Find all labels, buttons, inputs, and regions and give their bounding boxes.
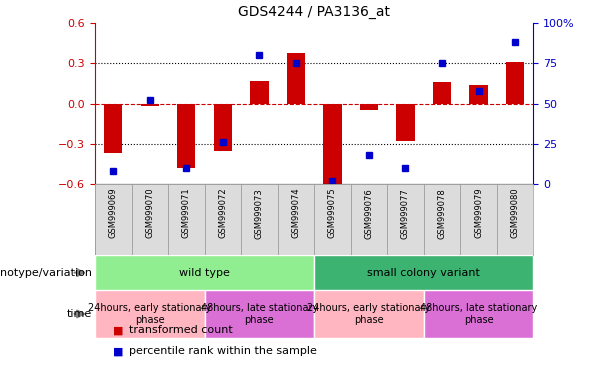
Bar xyxy=(95,290,205,338)
Bar xyxy=(360,104,378,111)
Bar xyxy=(387,184,424,255)
Text: 48hours, late stationary
phase: 48hours, late stationary phase xyxy=(420,303,537,325)
Title: GDS4244 / PA3136_at: GDS4244 / PA3136_at xyxy=(238,5,390,19)
Bar xyxy=(95,255,314,290)
Bar xyxy=(140,104,159,106)
Bar xyxy=(424,184,460,255)
Bar xyxy=(132,184,168,255)
Text: GSM999076: GSM999076 xyxy=(365,188,373,238)
Text: GSM999069: GSM999069 xyxy=(109,188,118,238)
Bar xyxy=(205,290,314,338)
Bar xyxy=(470,85,488,104)
Text: percentile rank within the sample: percentile rank within the sample xyxy=(129,346,316,356)
Bar xyxy=(506,62,524,104)
Bar xyxy=(314,184,351,255)
Bar xyxy=(214,104,232,151)
Text: ■: ■ xyxy=(113,325,124,335)
Bar xyxy=(433,82,451,104)
Text: GSM999070: GSM999070 xyxy=(145,188,154,238)
Text: GSM999078: GSM999078 xyxy=(438,188,446,238)
Text: GSM999080: GSM999080 xyxy=(511,188,520,238)
Text: 48hours, late stationary
phase: 48hours, late stationary phase xyxy=(200,303,318,325)
Text: GSM999074: GSM999074 xyxy=(291,188,300,238)
Text: time: time xyxy=(67,309,92,319)
Text: GSM999079: GSM999079 xyxy=(474,188,483,238)
Bar xyxy=(95,184,132,255)
Bar xyxy=(314,290,424,338)
Bar xyxy=(104,104,123,154)
Bar xyxy=(323,104,341,188)
Bar xyxy=(460,184,497,255)
Bar xyxy=(250,81,268,104)
Bar xyxy=(351,184,387,255)
Bar xyxy=(287,53,305,104)
Text: GSM999073: GSM999073 xyxy=(255,188,264,238)
Bar xyxy=(278,184,314,255)
Bar xyxy=(205,184,241,255)
Text: wild type: wild type xyxy=(179,268,230,278)
Text: GSM999072: GSM999072 xyxy=(218,188,227,238)
Text: GSM999071: GSM999071 xyxy=(182,188,191,238)
Text: GSM999077: GSM999077 xyxy=(401,188,410,238)
Bar xyxy=(168,184,205,255)
Bar xyxy=(424,290,533,338)
Text: ■: ■ xyxy=(113,346,124,356)
Text: transformed count: transformed count xyxy=(129,325,232,335)
Bar xyxy=(177,104,196,168)
Bar xyxy=(397,104,414,141)
Bar xyxy=(497,184,533,255)
Bar xyxy=(241,184,278,255)
Bar xyxy=(314,255,533,290)
Text: genotype/variation: genotype/variation xyxy=(0,268,92,278)
Text: 24hours, early stationary
phase: 24hours, early stationary phase xyxy=(307,303,430,325)
Text: GSM999075: GSM999075 xyxy=(328,188,337,238)
Text: small colony variant: small colony variant xyxy=(367,268,480,278)
Text: 24hours, early stationary
phase: 24hours, early stationary phase xyxy=(88,303,211,325)
